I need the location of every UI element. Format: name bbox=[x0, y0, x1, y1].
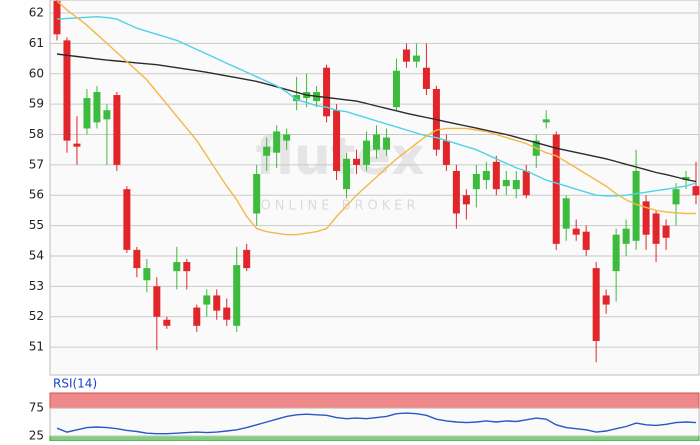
candle-body bbox=[243, 249, 251, 269]
candle-body bbox=[63, 40, 71, 141]
rsi-title: RSI(14) bbox=[53, 377, 97, 391]
rsi-line bbox=[56, 412, 697, 435]
watermark-subtitle: ONLINE BROKER bbox=[260, 199, 419, 214]
candle-body bbox=[113, 95, 121, 165]
candle-body bbox=[462, 195, 470, 205]
candle-body bbox=[422, 67, 430, 89]
y-tick-label: 53 bbox=[29, 279, 44, 293]
overbought-band bbox=[49, 392, 700, 409]
candle-body bbox=[582, 231, 590, 250]
candle-body bbox=[612, 234, 620, 272]
moving-average bbox=[56, 0, 696, 236]
y-tick-label: 75 bbox=[29, 401, 44, 415]
candle-body bbox=[452, 170, 460, 214]
candle-body bbox=[93, 92, 101, 123]
candle-body bbox=[53, 0, 61, 35]
candle-body bbox=[602, 295, 610, 305]
candle-body bbox=[492, 161, 500, 190]
candle-body bbox=[662, 225, 670, 238]
y-tick-label: 59 bbox=[29, 97, 44, 111]
y-tick-label: 52 bbox=[29, 309, 44, 323]
candle-body bbox=[153, 286, 161, 317]
candle-body bbox=[323, 67, 331, 117]
candle-body bbox=[213, 295, 221, 311]
candle-body bbox=[363, 140, 371, 165]
y-tick-label: 51 bbox=[29, 340, 44, 354]
candle-body bbox=[123, 189, 131, 250]
y-tick-label: 25 bbox=[29, 428, 44, 441]
moving-average bbox=[56, 15, 697, 197]
candle-body bbox=[412, 55, 420, 62]
candle-body bbox=[283, 134, 291, 141]
candle-body bbox=[293, 95, 301, 102]
candle-body bbox=[223, 307, 231, 320]
candle-body bbox=[632, 170, 640, 241]
candle-body bbox=[273, 131, 281, 153]
candle-body bbox=[353, 158, 361, 165]
candle-body bbox=[343, 158, 351, 190]
y-tick-label: 54 bbox=[29, 248, 44, 262]
y-tick-label: 60 bbox=[29, 66, 44, 80]
candle-body bbox=[83, 98, 91, 129]
candle-body bbox=[392, 70, 400, 108]
candle-body bbox=[233, 265, 241, 326]
candle-body bbox=[572, 228, 580, 235]
y-tick-label: 61 bbox=[29, 36, 44, 50]
y-tick-label: 57 bbox=[29, 157, 44, 171]
candle-body bbox=[442, 140, 450, 165]
y-tick-label: 62 bbox=[29, 6, 44, 20]
candle-body bbox=[652, 213, 660, 244]
candle-body bbox=[502, 180, 510, 187]
candle-body bbox=[173, 262, 181, 272]
y-tick-label: 58 bbox=[29, 127, 44, 141]
candle-body bbox=[263, 146, 271, 156]
candle-body bbox=[682, 177, 690, 181]
candle-body bbox=[512, 180, 520, 190]
candle-body bbox=[402, 49, 410, 62]
candle-body bbox=[622, 228, 630, 244]
candle-body bbox=[592, 268, 600, 341]
oversold-band bbox=[49, 435, 700, 442]
candle-body bbox=[552, 134, 560, 244]
candle-body bbox=[522, 170, 530, 196]
candle-body bbox=[133, 249, 141, 269]
y-tick-label: 56 bbox=[29, 188, 44, 202]
candle-body bbox=[333, 110, 341, 171]
candle-body bbox=[203, 295, 211, 305]
candle-body bbox=[193, 307, 201, 326]
candle-body bbox=[143, 268, 151, 281]
candle-body bbox=[73, 143, 81, 147]
candle-body bbox=[562, 198, 570, 229]
candle-body bbox=[183, 262, 191, 272]
candle-body bbox=[103, 110, 111, 120]
price-panel bbox=[49, 0, 700, 376]
candle-body bbox=[253, 173, 261, 214]
candle-body bbox=[163, 319, 171, 326]
candle-body bbox=[482, 170, 490, 181]
candle-body bbox=[373, 134, 380, 150]
candle-body bbox=[472, 173, 480, 190]
candle-body bbox=[692, 186, 700, 196]
candle-body bbox=[542, 119, 550, 123]
moving-average bbox=[56, 53, 697, 183]
candle-body bbox=[642, 201, 650, 235]
candle-body bbox=[382, 137, 390, 150]
candle-body bbox=[672, 189, 680, 205]
y-tick-label: 55 bbox=[29, 218, 44, 232]
